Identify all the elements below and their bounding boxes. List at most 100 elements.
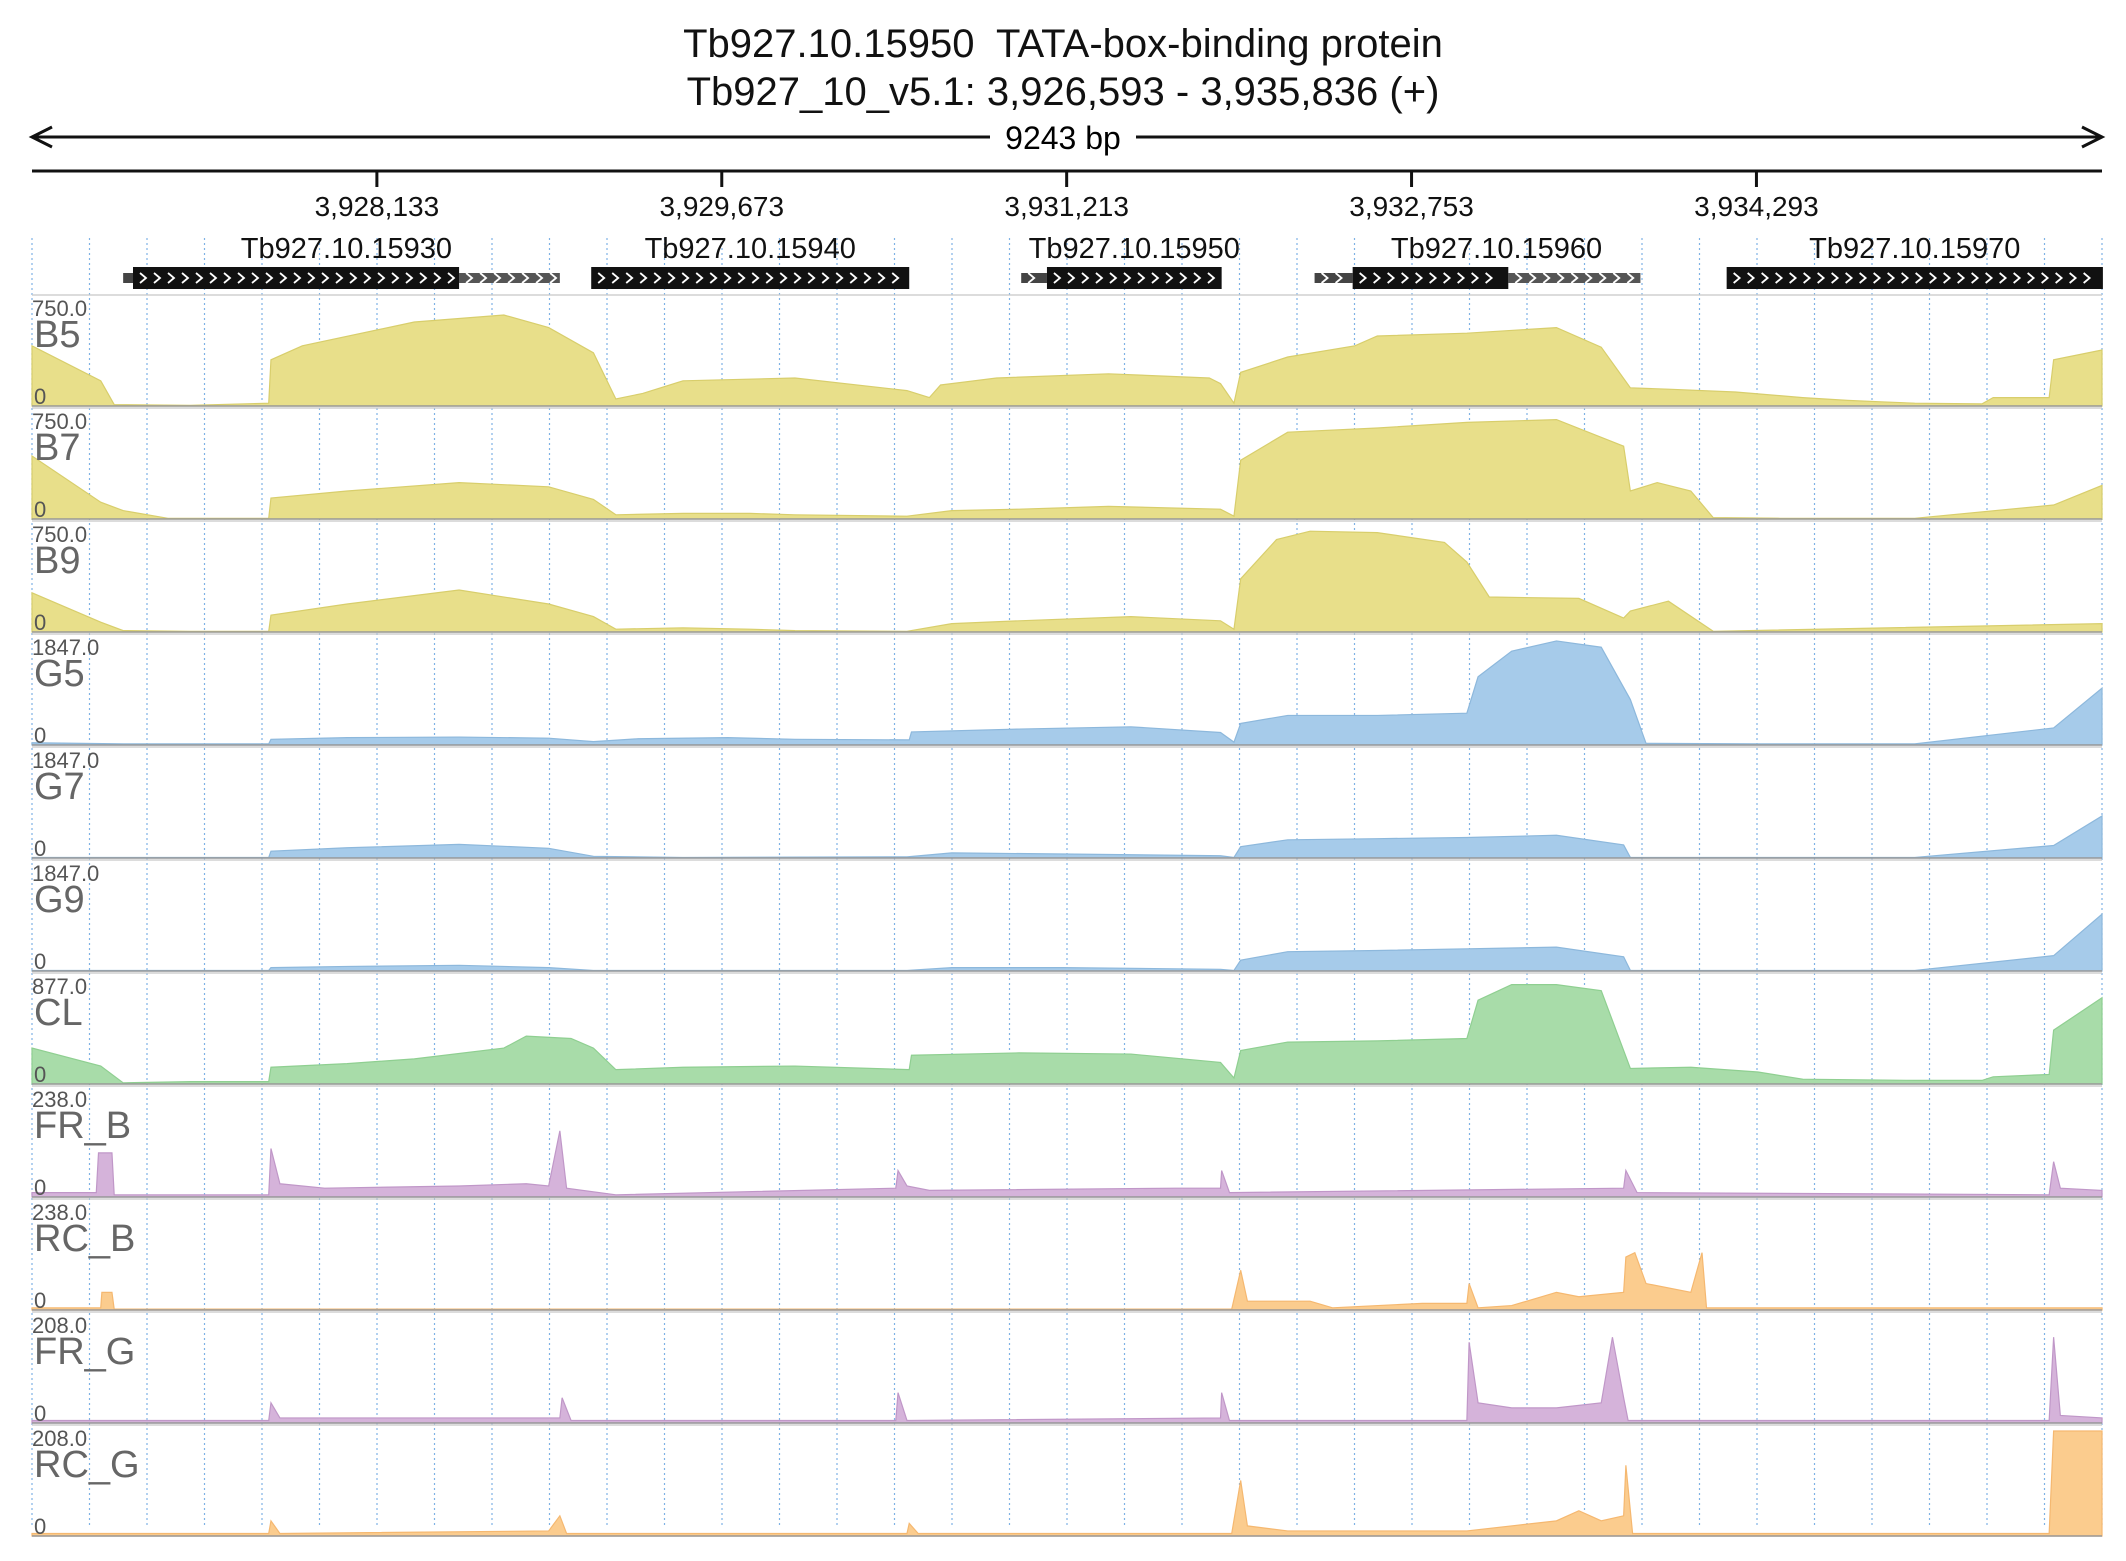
strand-arrow [765,272,774,284]
utr-block [1314,273,1353,283]
strand-arrow [2055,272,2064,284]
strand-arrow [1598,272,1607,284]
strand-arrow [1556,272,1565,284]
cds-block [591,267,910,289]
strand-arrow [1207,272,1216,284]
coverage-area [31,912,2103,972]
coordinate-tick-label: 3,929,673 [659,191,784,222]
track-name: G9 [34,879,85,921]
strand-arrow [181,272,190,284]
strand-arrow [1584,272,1593,284]
strand-arrow [307,272,316,284]
track-max-label: 750.0 [32,409,87,434]
strand-arrow [863,272,872,284]
coverage-track: 750.0B5 0 [31,294,2103,409]
strand-arrow [681,272,690,284]
coverage-track: 208.0FR_G 0 [31,1311,2103,1426]
strand-arrow [153,272,162,284]
track-min-label: 0 [34,1175,46,1200]
coverage-area [31,418,2103,520]
gene-name-label: Tb927.10.15950 [1029,233,1240,265]
track-name: G5 [34,653,85,695]
strand-arrow [1831,272,1840,284]
strand-arrow [1985,272,1994,284]
track-name: FR_B [34,1105,131,1147]
strand-arrow [1123,272,1132,284]
cds-block [133,267,460,289]
track-name: B5 [34,314,80,356]
gene-name-label: Tb927.10.15930 [241,233,452,265]
strand-arrow [877,272,886,284]
gene-model: Tb927.10.15960 [1314,233,1641,289]
gene-model: Tb927.10.15950 [1021,233,1240,289]
strand-arrow [779,272,788,284]
strand-arrow [1957,272,1966,284]
strand-arrow [1373,272,1382,284]
strand-arrow [1859,272,1868,284]
coverage-track: 208.0RC_G 0 [31,1424,2103,1539]
strand-arrow [1971,272,1980,284]
strand-arrow [363,272,372,284]
strand-arrow [1053,272,1062,284]
coverage-track: 1847.0G9 0 [31,859,2103,974]
strand-arrow [265,272,274,284]
strand-arrow [1443,272,1452,284]
strand-arrow [2041,272,2050,284]
strand-arrow [1887,272,1896,284]
track-min-label: 0 [34,1514,46,1539]
strand-arrow [1387,272,1396,284]
strand-arrow [1733,272,1742,284]
strand-arrow [2027,272,2036,284]
coverage-area [31,314,2103,407]
strand-arrow [639,272,648,284]
strand-arrow [1999,272,2008,284]
strand-arrow [1528,272,1537,284]
strand-arrow [1915,272,1924,284]
coverage-track: 238.0RC_B 0 [31,1198,2103,1313]
track-min-label: 0 [34,949,46,974]
coverage-area [31,1430,2103,1537]
strand-arrow [1471,272,1480,284]
strand-arrow [1789,272,1798,284]
cds-block [1046,267,1222,289]
strand-arrow [1943,272,1952,284]
strand-arrow [405,272,414,284]
strand-arrow [237,272,246,284]
gene-title: Tb927.10.15950 TATA-box-binding protein [683,22,1443,66]
coordinate-tick-label: 3,928,133 [315,191,440,222]
strand-arrow [695,272,704,284]
strand-arrow [1485,272,1494,284]
strand-arrow [1570,272,1579,284]
strand-arrow [507,272,516,284]
gene-name-label: Tb927.10.15940 [645,233,856,265]
coverage-track: 1847.0G5 0 [31,633,2103,748]
strand-arrow [1027,272,1036,284]
strand-arrow [139,272,148,284]
vertical-gridlines [31,238,2103,1528]
coordinate-tick-label: 3,934,293 [1694,191,1819,222]
strand-arrow [223,272,232,284]
strand-arrow [465,272,474,284]
coverage-track: 1847.0G7 0 [31,746,2103,861]
track-name: B9 [34,540,80,582]
strand-arrow [1929,272,1938,284]
strand-arrow [1817,272,1826,284]
track-min-label: 0 [34,1062,46,1087]
strand-arrow [493,272,502,284]
utr-block [123,273,134,283]
strand-arrow [1401,272,1410,284]
strand-arrow [835,272,844,284]
coverage-area [31,1251,2103,1311]
coverage-area [31,1337,2103,1424]
strand-arrow [209,272,218,284]
track-min-label: 0 [34,1288,46,1313]
strand-arrow [653,272,662,284]
coverage-track: 750.0B7 0 [31,407,2103,522]
strand-arrow [1335,272,1343,284]
coverage-area [31,984,2103,1085]
span-ruler: 9243 bp [28,120,2106,173]
span-label-bg [990,120,1136,154]
strand-arrow [1873,272,1882,284]
strand-arrow [1165,272,1174,284]
